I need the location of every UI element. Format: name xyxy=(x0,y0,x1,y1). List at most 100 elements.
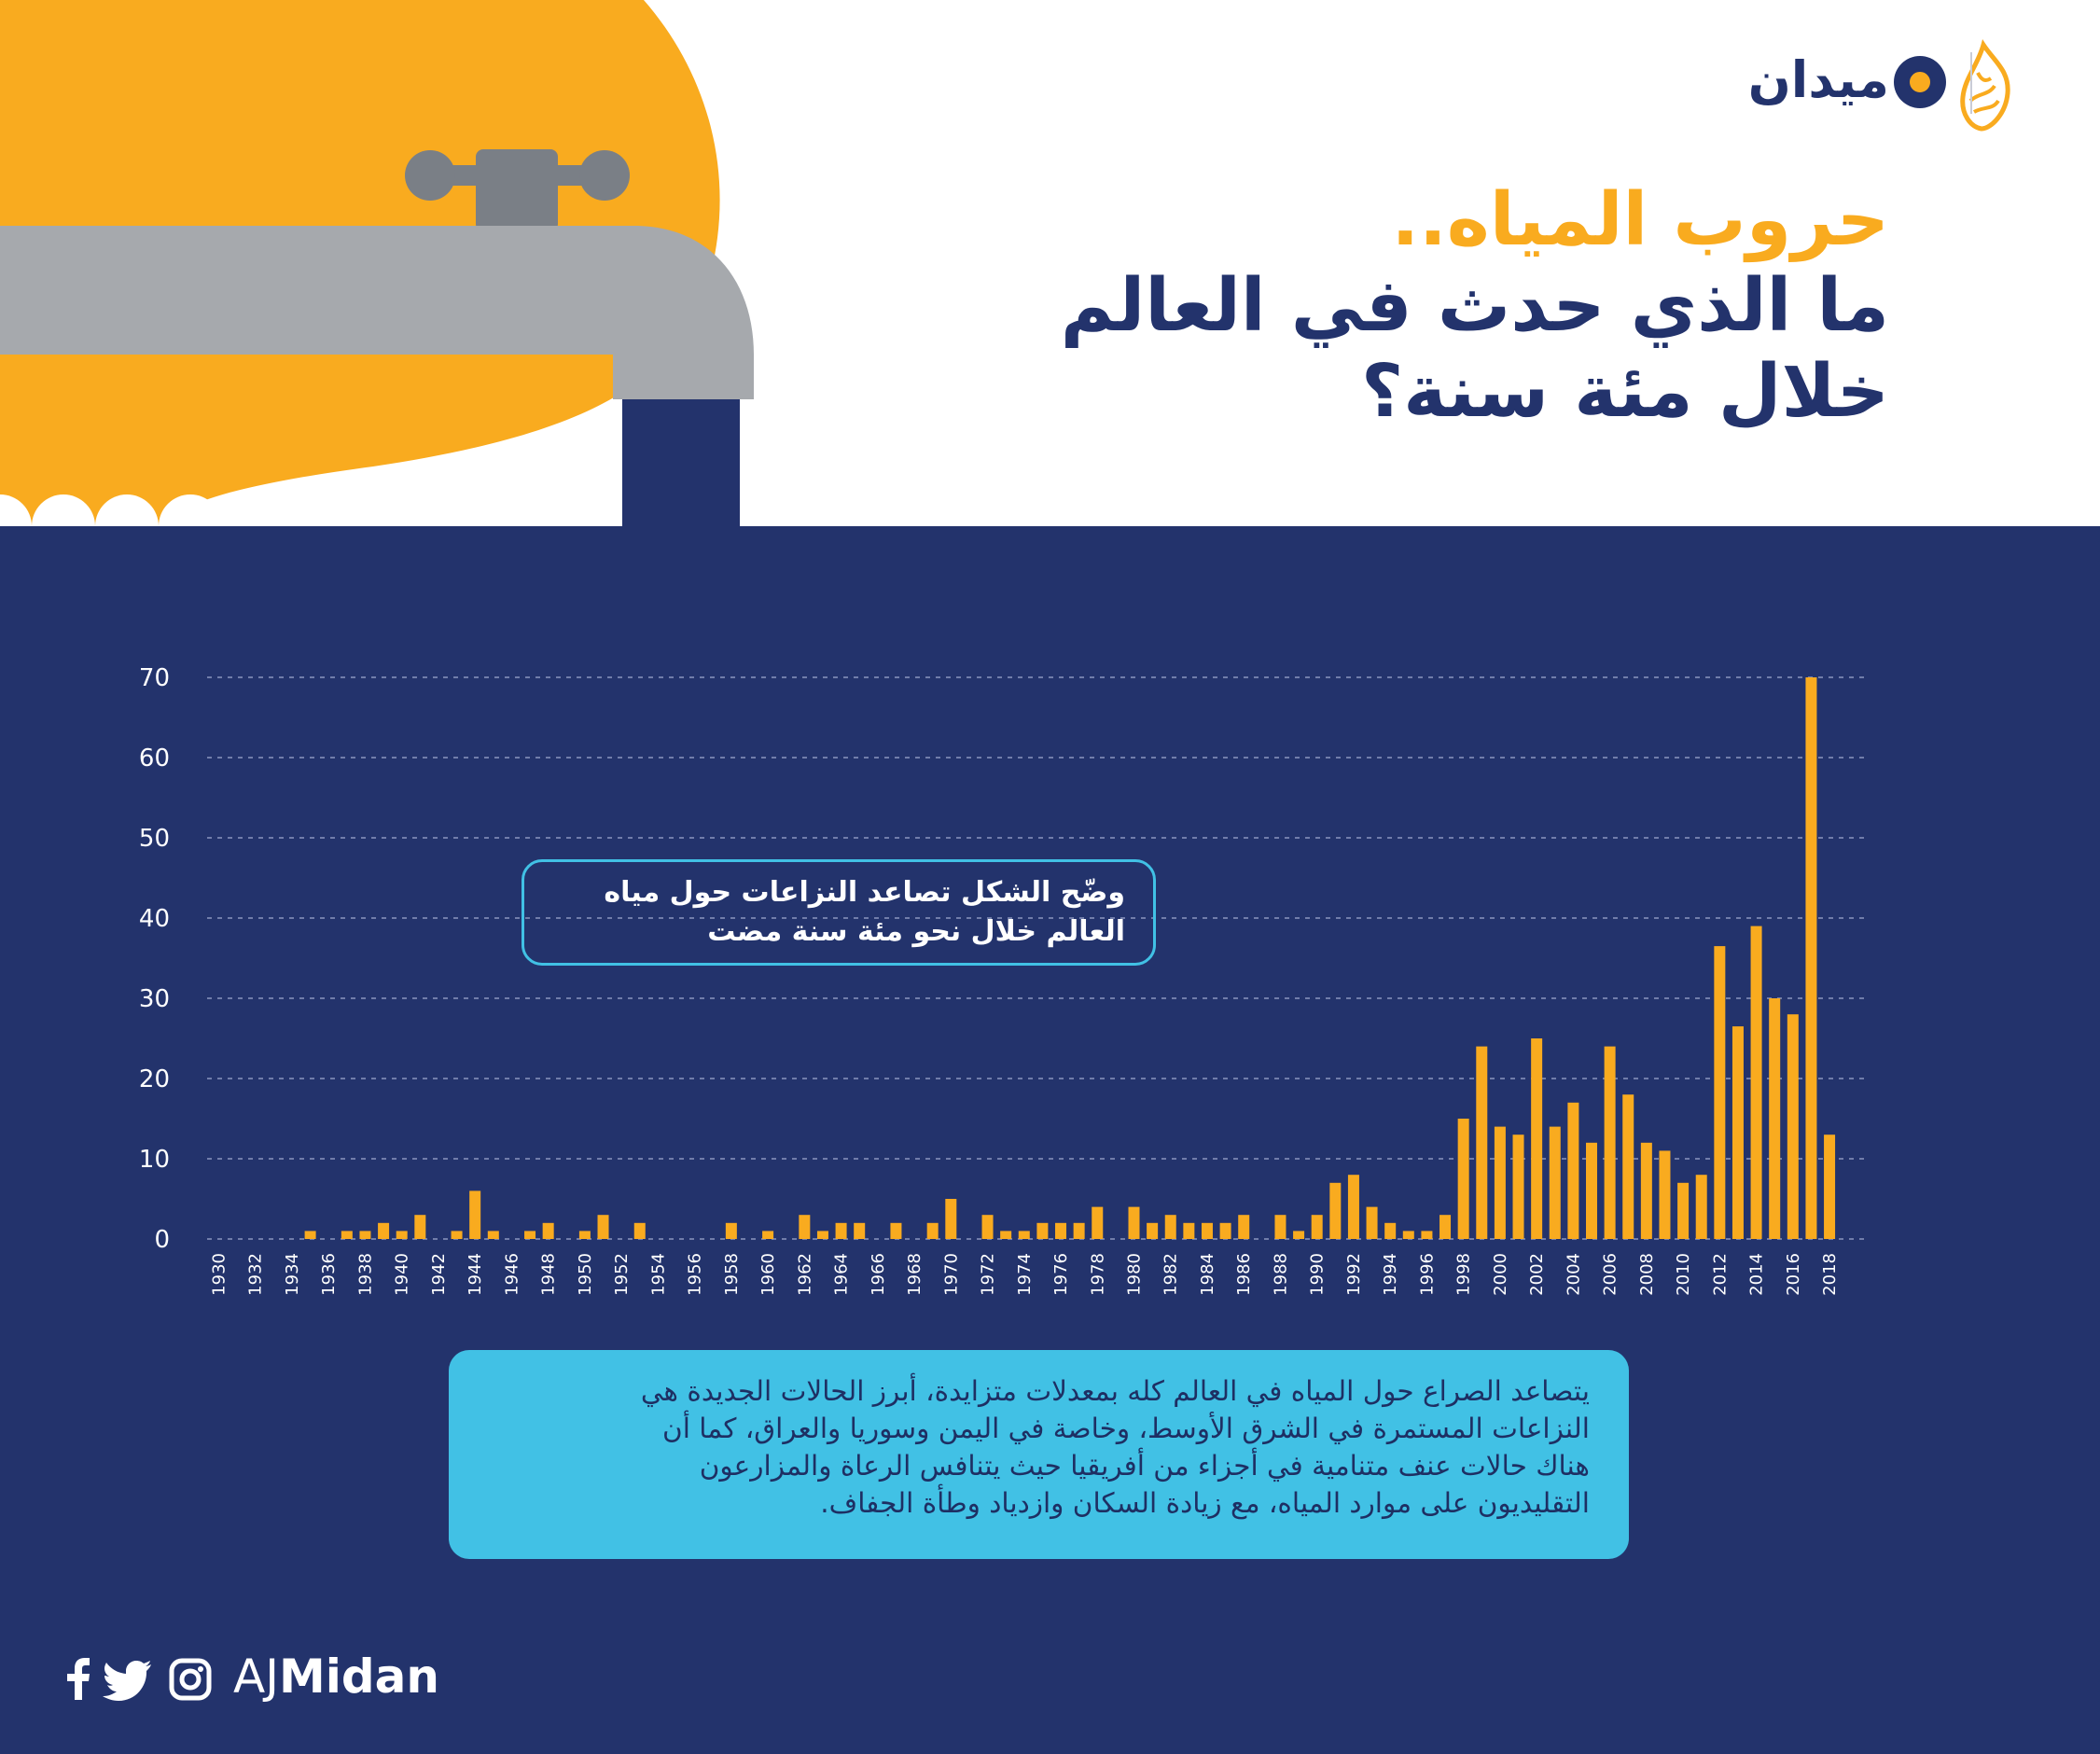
description-line-1: يتصاعد الصراع حول المياه في العالم كله ب… xyxy=(640,1375,1590,1407)
bar xyxy=(1695,1175,1707,1239)
x-tick-label: 1958 xyxy=(722,1253,742,1296)
y-tick-label: 0 xyxy=(154,1226,170,1254)
bar xyxy=(1512,1135,1524,1239)
x-tick-label: 2016 xyxy=(1784,1253,1803,1296)
bar xyxy=(1201,1222,1213,1239)
annotation-line-2: العالم خلال نحو مئة سنة مضت xyxy=(707,915,1125,948)
x-tick-label: 1940 xyxy=(393,1253,412,1296)
bar xyxy=(1769,998,1781,1239)
x-tick-label: 1932 xyxy=(246,1253,266,1296)
bar xyxy=(1092,1206,1104,1239)
x-tick-label: 2008 xyxy=(1637,1253,1657,1296)
bar xyxy=(633,1222,646,1239)
bar xyxy=(1421,1231,1433,1239)
handle-prefix: AJ xyxy=(233,1650,279,1704)
x-tick-label: 1934 xyxy=(283,1253,302,1296)
bar xyxy=(890,1222,902,1239)
bar xyxy=(1128,1206,1140,1239)
x-tick-label: 2010 xyxy=(1674,1253,1693,1296)
x-tick-label: 1998 xyxy=(1454,1253,1474,1296)
bar xyxy=(1183,1222,1195,1239)
x-tick-label: 1962 xyxy=(795,1253,814,1296)
bar xyxy=(762,1231,774,1239)
bar xyxy=(1311,1215,1323,1239)
bar xyxy=(1476,1046,1488,1239)
x-tick-label: 1978 xyxy=(1088,1253,1107,1296)
brand-divider xyxy=(1970,52,1972,114)
page-title: حروب المياه.. ما الذي حدث في العالم خلال… xyxy=(863,177,1889,435)
wave-edge xyxy=(0,494,2100,564)
bar xyxy=(926,1222,939,1239)
bar xyxy=(1714,946,1726,1239)
bar xyxy=(1238,1215,1250,1239)
bar xyxy=(359,1231,371,1239)
y-tick-label: 30 xyxy=(139,985,170,1013)
bar xyxy=(1531,1038,1543,1239)
bar xyxy=(578,1231,591,1239)
bar xyxy=(1659,1150,1671,1239)
aljazeera-logo xyxy=(1960,39,2010,132)
y-tick-label: 10 xyxy=(139,1146,170,1174)
bar xyxy=(1622,1094,1634,1239)
bar xyxy=(1147,1222,1159,1239)
x-tick-label: 2012 xyxy=(1710,1253,1730,1296)
bar xyxy=(524,1231,536,1239)
bar xyxy=(1055,1222,1067,1239)
bar xyxy=(981,1215,994,1239)
x-tick-label: 1972 xyxy=(979,1253,998,1296)
social-handle[interactable]: AJMidan xyxy=(233,1650,439,1704)
bar xyxy=(341,1231,353,1239)
faucet-valve xyxy=(405,149,630,231)
x-tick-label: 1966 xyxy=(869,1253,888,1296)
bar xyxy=(1787,1014,1799,1239)
chart-area: 0 10 20 30 40 50 60 70 1930 1932 1934 1936 1938 1940 1… xyxy=(139,664,1864,1296)
x-tick-label: 1982 xyxy=(1161,1253,1181,1296)
bar xyxy=(1329,1182,1342,1239)
bar xyxy=(542,1222,554,1239)
y-tick-label: 40 xyxy=(139,905,170,933)
bar xyxy=(1567,1102,1579,1239)
bar xyxy=(1586,1142,1597,1239)
x-tick-label: 1988 xyxy=(1271,1253,1290,1296)
bar xyxy=(1604,1046,1616,1239)
twitter-icon[interactable] xyxy=(103,1661,151,1701)
instagram-icon[interactable] xyxy=(169,1658,212,1701)
bar xyxy=(835,1222,847,1239)
bar xyxy=(1549,1126,1561,1239)
bar xyxy=(1274,1215,1286,1239)
bar xyxy=(1640,1142,1652,1239)
description-line-2: النزاعات المستمرة في الشرق الأوسط، وخاصة… xyxy=(662,1413,1590,1444)
chart-annotation: وضّح الشكل تصاعد النزاعات حول مياه العال… xyxy=(522,859,1156,966)
facebook-icon[interactable] xyxy=(67,1658,90,1700)
y-tick-label: 70 xyxy=(139,664,170,692)
bar xyxy=(451,1231,463,1239)
bar xyxy=(1677,1182,1690,1239)
x-tick-label: 1944 xyxy=(466,1253,485,1296)
description-line-4: التقليديون على موارد المياه، مع زيادة ال… xyxy=(820,1487,1590,1519)
bar xyxy=(396,1231,408,1239)
x-tick-label: 2006 xyxy=(1601,1253,1620,1296)
x-tick-label: 1968 xyxy=(905,1253,925,1296)
brand-name: ميدان xyxy=(1747,50,1889,109)
bar xyxy=(854,1222,866,1239)
x-tick-label: 1964 xyxy=(832,1253,852,1296)
x-tick-label: 2002 xyxy=(1527,1253,1547,1296)
bar xyxy=(469,1190,481,1239)
handle-bold: Midan xyxy=(278,1650,439,1704)
x-tick-label: 1970 xyxy=(941,1253,961,1296)
x-tick-label: 2014 xyxy=(1747,1253,1767,1296)
y-tick-label: 20 xyxy=(139,1065,170,1093)
bar xyxy=(945,1199,957,1239)
bar xyxy=(304,1231,316,1239)
x-tick-label: 1948 xyxy=(539,1253,559,1296)
x-tick-label: 1954 xyxy=(648,1253,668,1296)
x-tick-label: 1946 xyxy=(502,1253,522,1296)
x-tick-label: 1936 xyxy=(319,1253,339,1296)
bar xyxy=(1731,1026,1744,1239)
x-tick-label: 1952 xyxy=(612,1253,632,1296)
x-tick-label: 2004 xyxy=(1564,1253,1583,1296)
bar xyxy=(725,1222,737,1239)
bar xyxy=(378,1222,390,1239)
x-tick-label: 2000 xyxy=(1491,1253,1510,1296)
